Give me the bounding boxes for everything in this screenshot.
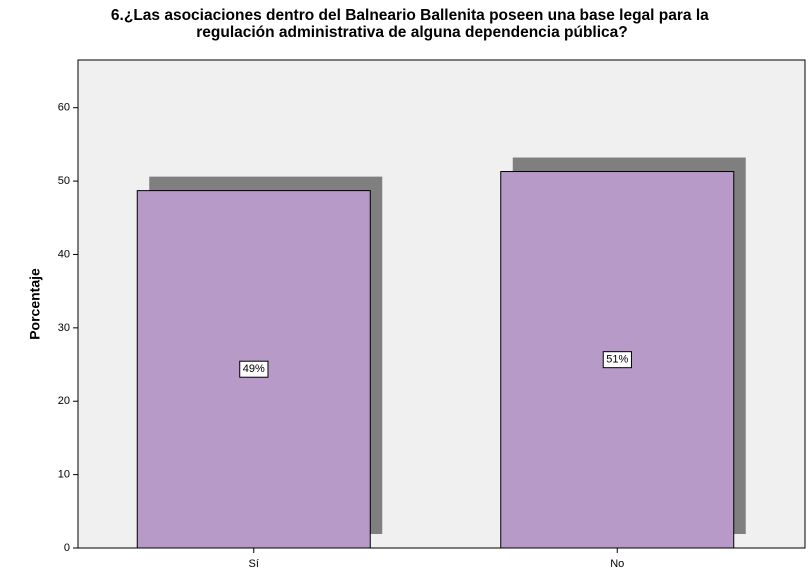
y-tick-label: 40 (58, 248, 70, 260)
title-line: 6.¿Las asociaciones dentro del Balneario… (111, 7, 709, 24)
x-tick-label: Sí (249, 558, 259, 570)
y-tick-label: 50 (58, 175, 70, 187)
y-tick-label: 0 (64, 542, 70, 554)
value-label-box (239, 360, 269, 378)
value-label: 51% (606, 354, 628, 366)
y-axis-label: Porcentaje (27, 268, 43, 340)
title-line: regulación administrativa de alguna depe… (196, 24, 628, 41)
y-tick-label: 20 (58, 395, 70, 407)
value-label: 49% (243, 363, 265, 375)
x-tick-label: No (610, 558, 624, 570)
y-tick-label: 10 (58, 469, 70, 481)
chart-title: 6.¿Las asociaciones dentro del Balneario… (111, 7, 713, 41)
y-tick-label: 60 (58, 102, 70, 114)
y-tick-label: 30 (58, 322, 70, 334)
value-label-box (602, 351, 632, 369)
